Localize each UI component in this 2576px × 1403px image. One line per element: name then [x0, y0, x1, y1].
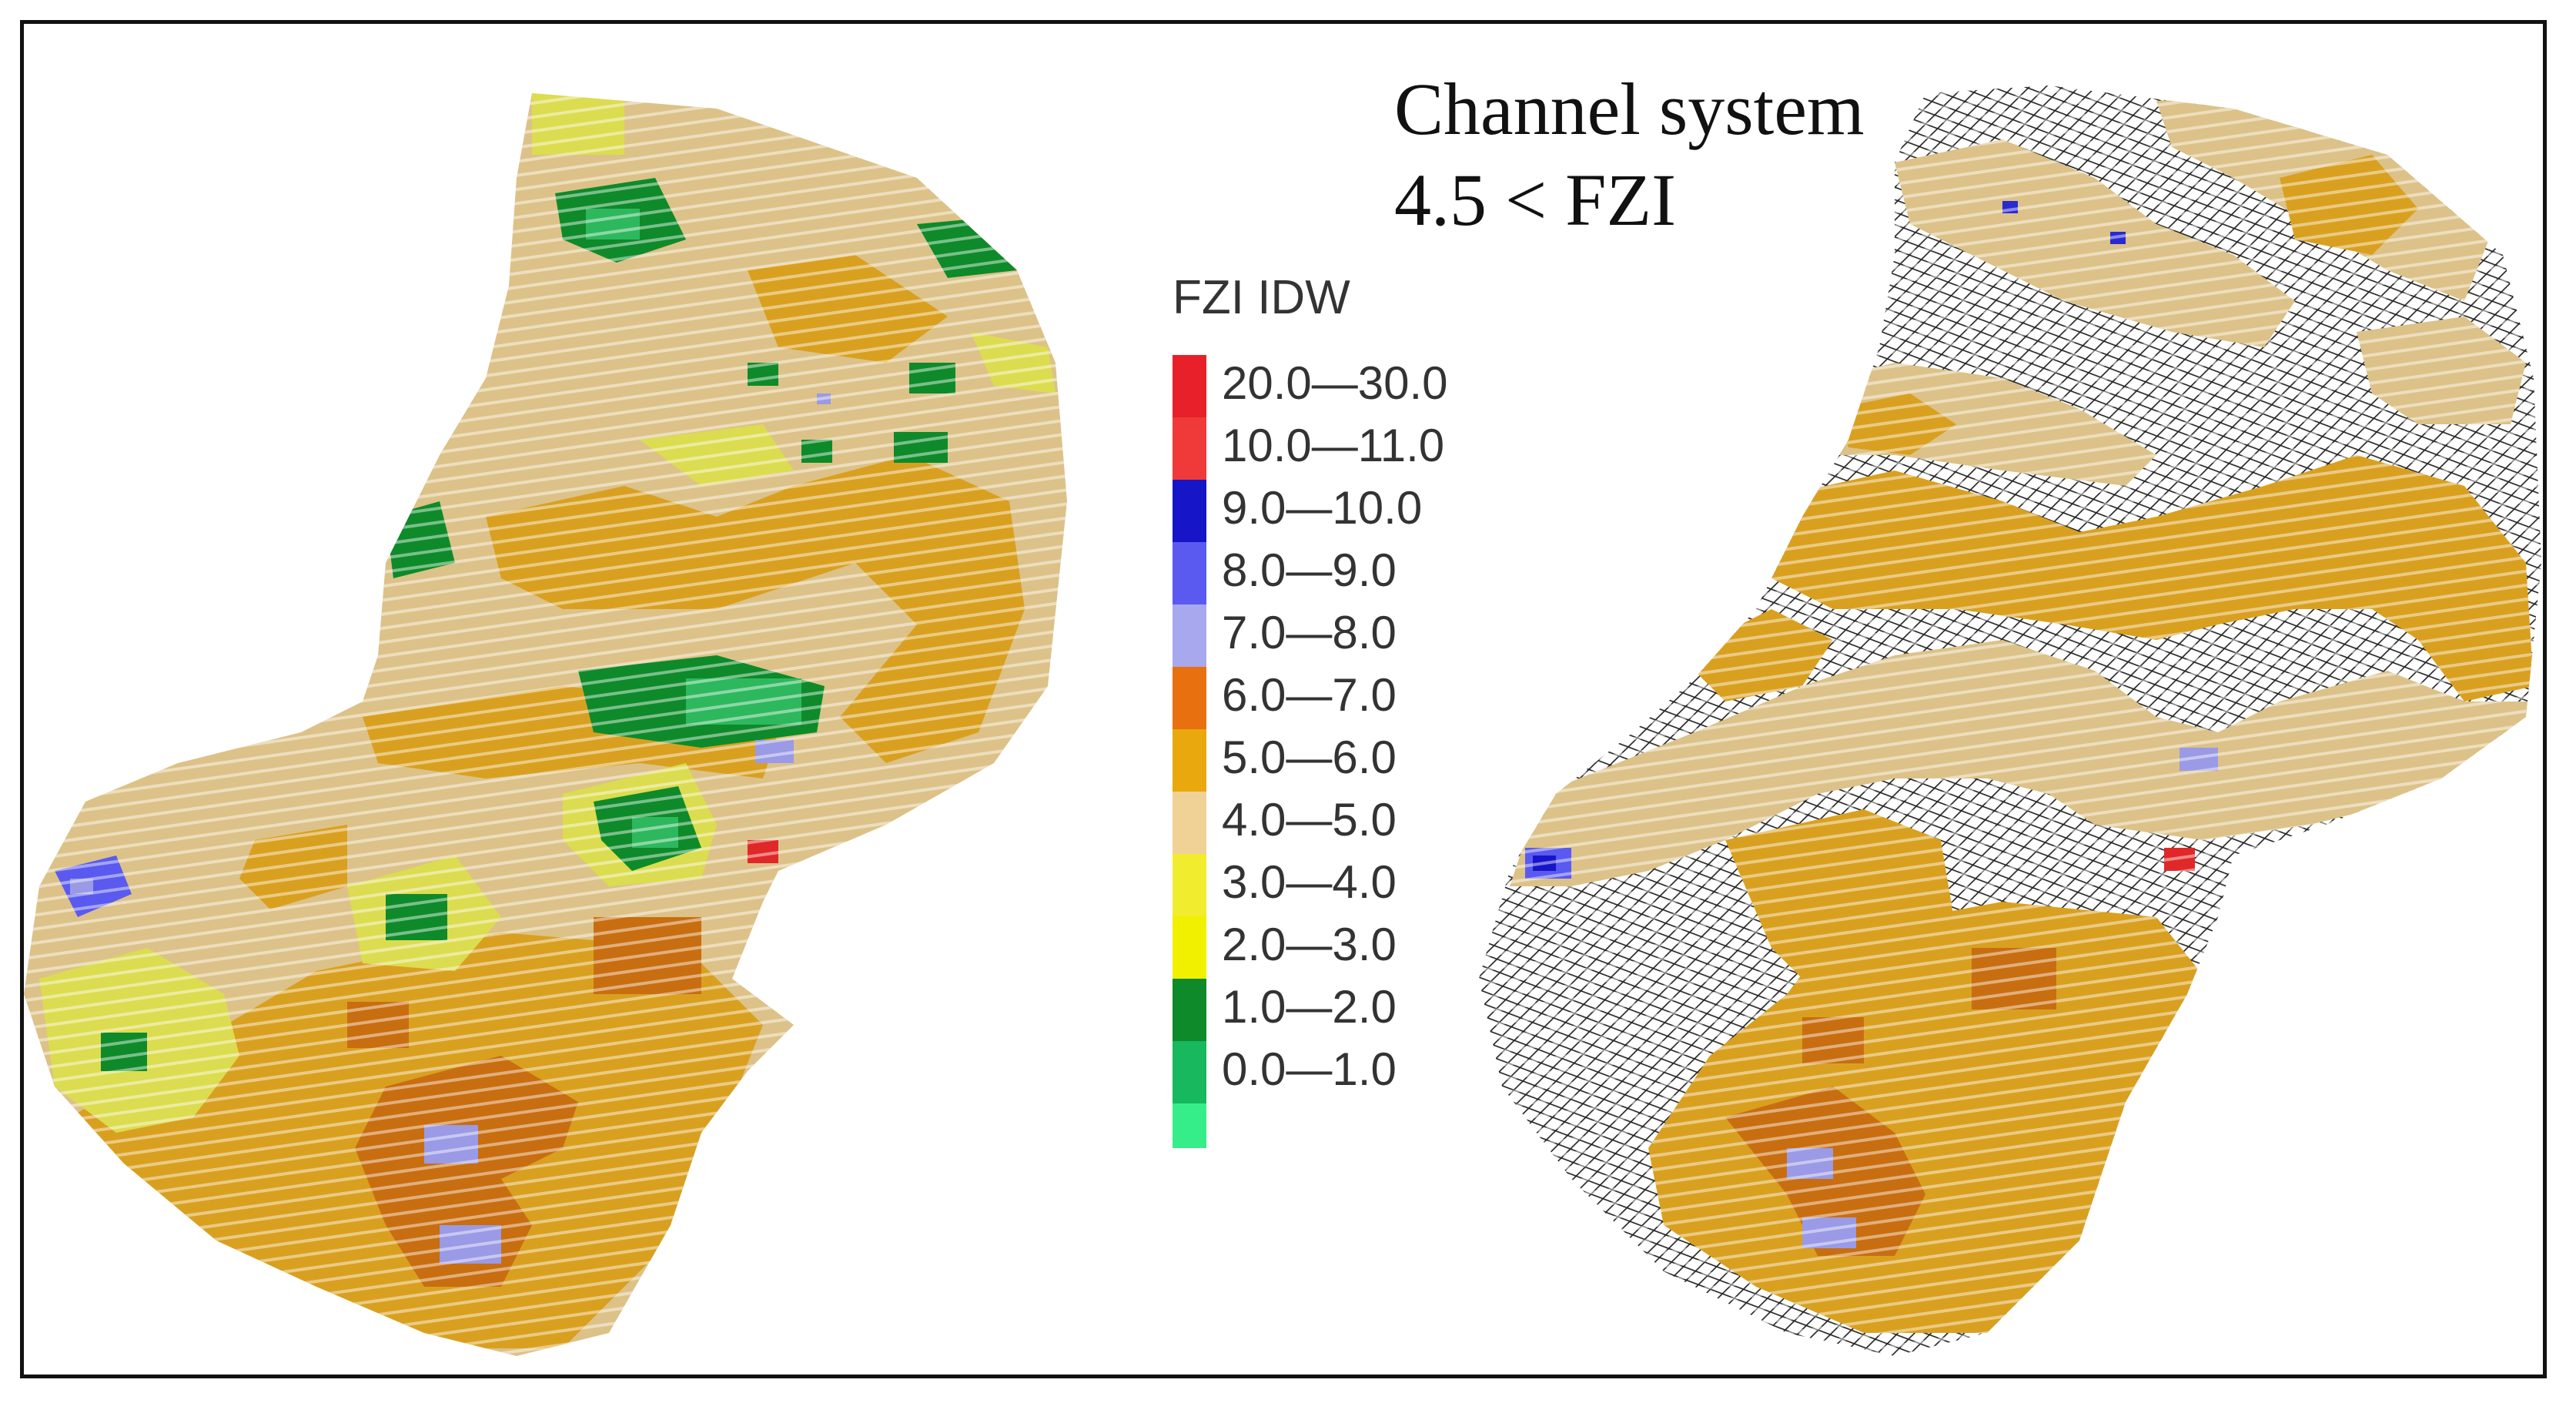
fzi-legend: FZI IDW 20.0—30.0 10.0—11.0 9.0—10.0 8.0—9.… — [1156, 270, 1479, 1148]
legend-label: 0.0—1.0 — [1222, 1043, 1397, 1095]
green-zone-east — [878, 832, 979, 894]
legend-swatch — [1173, 604, 1206, 667]
texture-stripes-right — [1479, 85, 2541, 1356]
left-model-body — [24, 93, 1067, 1356]
channel-system-map — [1464, 24, 2541, 1375]
legend-entry: 9.0—10.0 — [1173, 480, 1465, 542]
legend-label: 10.0—11.0 — [1222, 420, 1445, 471]
legend-label: 8.0—9.0 — [1222, 544, 1397, 596]
legend-entry: 20.0—30.0 — [1173, 355, 1465, 417]
legend-title: FZI IDW — [1173, 271, 1350, 324]
legend-entry: 5.0—6.0 — [1173, 729, 1465, 792]
legend-entry: 7.0—8.0 — [1173, 604, 1465, 667]
channel-system-title-line1: Channel system — [1394, 68, 1865, 150]
legend-label: 1.0—2.0 — [1222, 981, 1397, 1033]
legend-entry: 10.0—11.0 — [1173, 417, 1465, 480]
legend-label: 2.0—3.0 — [1222, 919, 1397, 970]
legend-entry: 4.0—5.0 — [1173, 792, 1465, 854]
legend-entry: 0.0—1.0 — [1173, 1041, 1465, 1103]
legend-entry: 6.0—7.0 — [1173, 667, 1465, 729]
figure-frame: FZI IDW 20.0—30.0 10.0—11.0 9.0—10.0 8.0—9.… — [20, 20, 2547, 1378]
fzi-model-svg — [24, 93, 1067, 1356]
legend-label: 3.0—4.0 — [1222, 856, 1397, 908]
legend-label: 9.0—10.0 — [1222, 482, 1423, 534]
legend-entry: 3.0—4.0 — [1173, 854, 1465, 916]
legend-swatch — [1173, 916, 1206, 979]
channel-system-svg — [1479, 85, 2541, 1356]
legend-swatch — [1173, 667, 1206, 729]
legend-swatch — [1173, 1041, 1206, 1103]
legend-label: 7.0—8.0 — [1222, 607, 1397, 658]
legend-entry: 2.0—3.0 — [1173, 916, 1465, 979]
legend-label: 4.0—5.0 — [1222, 794, 1397, 845]
legend-label: 6.0—7.0 — [1222, 669, 1397, 721]
texture-stripes — [24, 93, 1067, 1356]
legend-swatch — [1173, 542, 1206, 604]
legend-swatch — [1173, 480, 1206, 542]
right-model-body — [1479, 85, 2541, 1356]
legend-swatch — [1173, 854, 1206, 916]
fzi-model-map — [24, 24, 1156, 1375]
legend-swatch — [1173, 979, 1206, 1041]
legend-label: 20.0—30.0 — [1222, 357, 1448, 409]
legend-entry: 1.0—2.0 — [1173, 979, 1465, 1041]
legend-swatch — [1173, 792, 1206, 854]
channel-system-title-line2: 4.5 < FZI — [1394, 159, 1677, 241]
legend-entry: 8.0—9.0 — [1173, 542, 1465, 604]
channel-system-title: Channel system 4.5 < FZI — [1394, 64, 1865, 246]
legend-swatch — [1173, 729, 1206, 792]
legend-swatch — [1173, 355, 1206, 417]
legend-label: 5.0—6.0 — [1222, 732, 1397, 783]
legend-bottom-swatch — [1173, 1103, 1206, 1148]
legend-swatch — [1173, 417, 1206, 480]
